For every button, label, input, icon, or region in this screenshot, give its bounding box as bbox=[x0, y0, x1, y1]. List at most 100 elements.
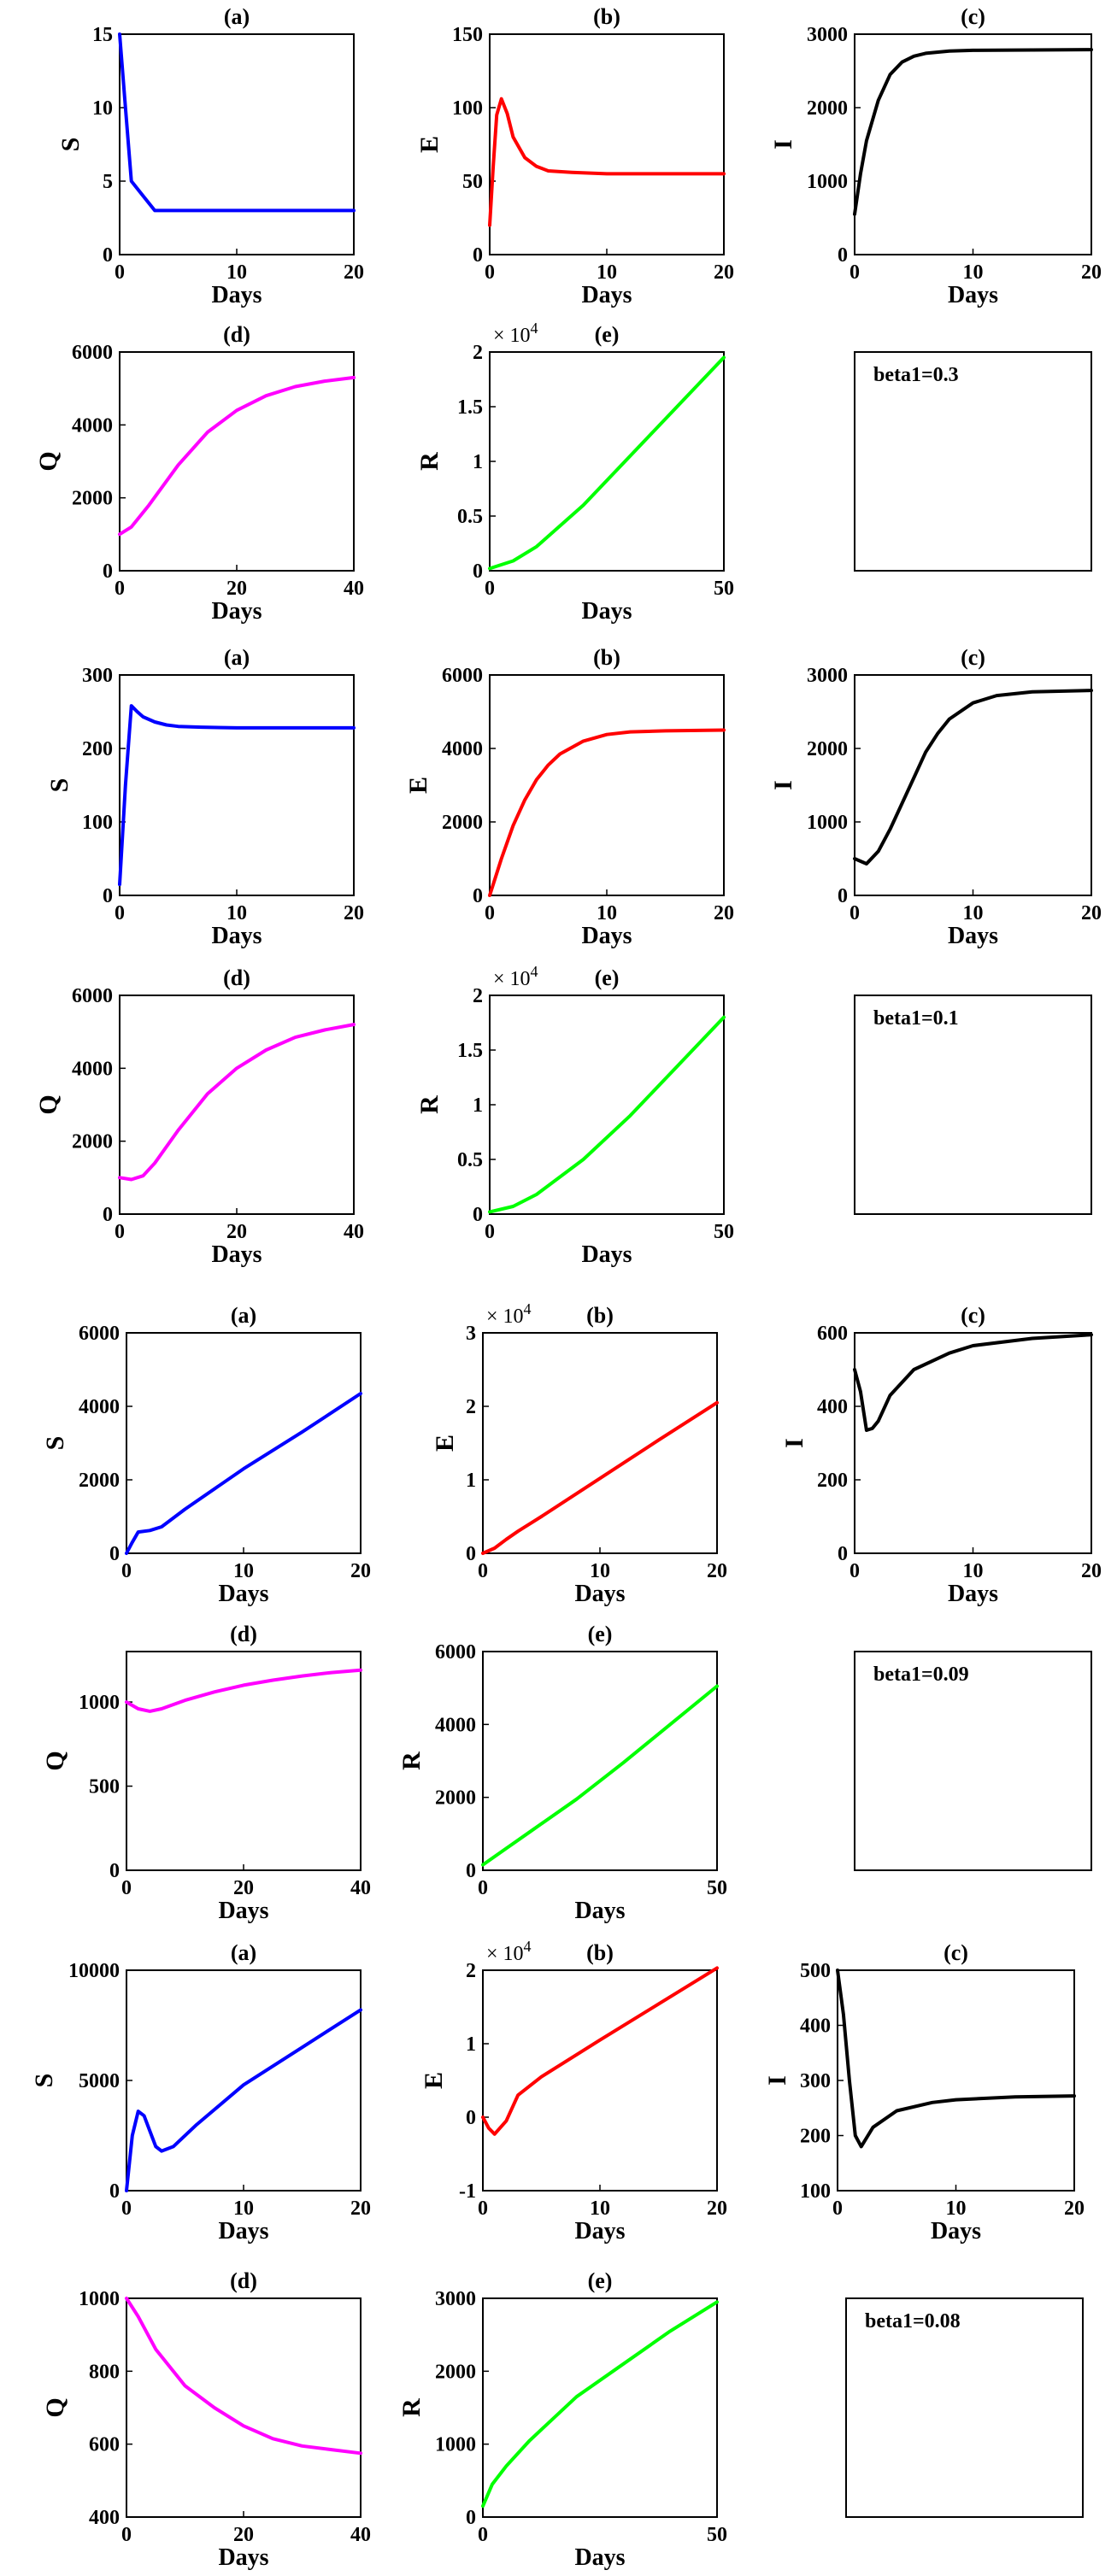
axes-frame bbox=[483, 2298, 717, 2517]
y-tick-label: 0 bbox=[838, 885, 848, 907]
x-tick-label: 0 bbox=[115, 1221, 125, 1243]
panel-a-2: (a) 0 10 20 0 2000 4000 6000 Days S bbox=[41, 1303, 371, 1607]
y-tick-label: 6000 bbox=[79, 1323, 120, 1345]
x-tick-label: 20 bbox=[1064, 2198, 1085, 2220]
x-axis-label: Days bbox=[948, 923, 998, 949]
series-line-Q bbox=[120, 1024, 354, 1179]
x-axis-label: Days bbox=[948, 282, 998, 308]
y-tick-label: 1 bbox=[466, 2033, 476, 2056]
y-tick-label: 6000 bbox=[72, 985, 113, 1007]
x-tick-label: 10 bbox=[233, 1560, 254, 1582]
y-axis-label: I bbox=[769, 139, 797, 150]
x-tick-label: 0 bbox=[478, 2198, 488, 2220]
x-tick-label: 0 bbox=[115, 261, 125, 284]
x-tick-label: 10 bbox=[597, 902, 617, 924]
x-tick-label: 10 bbox=[226, 902, 247, 924]
panel-title: (a) bbox=[224, 4, 250, 29]
x-tick-label: 20 bbox=[714, 261, 734, 284]
series-line-I bbox=[855, 50, 1091, 214]
panel-title: (d) bbox=[223, 322, 250, 347]
series-line-R bbox=[483, 1687, 717, 1865]
x-tick-label: 50 bbox=[714, 578, 734, 600]
panel-title: (c) bbox=[961, 1303, 985, 1328]
x-axis-label: Days bbox=[211, 282, 262, 308]
panel-title: (c) bbox=[961, 645, 985, 670]
x-tick-label: 20 bbox=[350, 2198, 371, 2220]
y-tick-label: 0 bbox=[473, 560, 483, 583]
panel-c-1: (c)0 10 200100020003000DaysI bbox=[769, 645, 1102, 949]
y-axis-label: I bbox=[763, 2075, 791, 2086]
y-tick-label: 400 bbox=[89, 2507, 120, 2529]
axes-frame bbox=[483, 1970, 717, 2191]
panel-title: (c) bbox=[961, 4, 985, 29]
x-axis-label: Days bbox=[931, 2218, 981, 2244]
series-line-Q bbox=[126, 1670, 361, 1711]
panel-title: (d) bbox=[230, 2268, 257, 2293]
x-tick-label: 50 bbox=[707, 1877, 727, 1899]
x-axis-label: Days bbox=[574, 2218, 625, 2244]
y-tick-label: 2 bbox=[466, 1960, 476, 1982]
annotation-label: beta1=0.1 bbox=[873, 1007, 959, 1030]
y-tick-label: 0 bbox=[466, 2507, 476, 2529]
y-tick-label: 600 bbox=[89, 2434, 120, 2456]
panel-title: (b) bbox=[593, 4, 620, 29]
y-tick-label: 300 bbox=[82, 665, 113, 687]
y-tick-label: 10000 bbox=[68, 1960, 120, 1982]
x-tick-label: 0 bbox=[485, 1221, 495, 1243]
y-tick-label: 0 bbox=[473, 244, 483, 267]
y-tick-label: 4000 bbox=[442, 738, 483, 760]
y-tick-label: 200 bbox=[82, 738, 113, 760]
x-tick-label: 0 bbox=[115, 902, 125, 924]
panel-title: (d) bbox=[223, 965, 250, 990]
x-tick-label: 10 bbox=[963, 902, 984, 924]
x-tick-label: 40 bbox=[344, 1221, 364, 1243]
y-axis-label: I bbox=[769, 780, 797, 790]
y-tick-label: 1.5 bbox=[457, 1040, 483, 1062]
series-line-R bbox=[483, 2302, 717, 2506]
y-tick-label: 3000 bbox=[435, 2288, 476, 2310]
panel-title: (b) bbox=[586, 1940, 614, 1965]
axes-frame bbox=[120, 675, 354, 895]
x-tick-label: 0 bbox=[121, 2524, 132, 2546]
y-tick-label: 0.5 bbox=[457, 506, 483, 528]
x-tick-label: 0 bbox=[485, 578, 495, 600]
panel-c-3: (c)0 10 20100200300400500DaysI bbox=[763, 1940, 1085, 2244]
panel-a-3: (a)0 10 200500010000DaysS bbox=[30, 1940, 371, 2244]
x-axis-label: Days bbox=[218, 1898, 268, 1924]
y-tick-label: -1 bbox=[459, 2180, 476, 2203]
y-tick-label: 3000 bbox=[807, 24, 848, 46]
x-tick-label: 20 bbox=[344, 902, 364, 924]
panel-d-3: (d) 0 20 40 400 600 800 1000 Days Q bbox=[41, 2268, 371, 2571]
y-tick-label: 200 bbox=[817, 1470, 848, 1492]
series-line-E bbox=[490, 99, 724, 226]
series-line-I bbox=[855, 690, 1091, 864]
panel-title: (d) bbox=[230, 1622, 257, 1646]
y-axis-label: S bbox=[45, 778, 73, 793]
y-tick-label: 5000 bbox=[79, 2070, 120, 2092]
panel-note-1: beta1=0.1 bbox=[855, 995, 1091, 1214]
axes-frame bbox=[126, 1333, 361, 1553]
panel-b-0: (b)0 10 20050100150DaysE bbox=[415, 4, 734, 308]
y-tick-label: 1000 bbox=[79, 1692, 120, 1714]
panel-e-1: (e)× 1040 5000.511.52DaysR bbox=[415, 963, 734, 1268]
annotation-label: beta1=0.3 bbox=[873, 364, 959, 386]
y-tick-label: 1 bbox=[466, 1470, 476, 1492]
axis-multiplier: × 104 bbox=[493, 963, 538, 990]
y-tick-label: 400 bbox=[817, 1396, 848, 1418]
y-tick-label: 0 bbox=[466, 2107, 476, 2129]
y-tick-label: 2000 bbox=[435, 1787, 476, 1810]
x-tick-label: 10 bbox=[597, 261, 617, 284]
series-line-R bbox=[490, 357, 724, 568]
axes-frame bbox=[120, 995, 354, 1214]
y-tick-label: 0 bbox=[838, 244, 848, 267]
x-tick-label: 0 bbox=[850, 902, 860, 924]
y-tick-label: 2000 bbox=[72, 488, 113, 510]
y-tick-label: 0 bbox=[466, 1543, 476, 1565]
y-tick-label: 500 bbox=[89, 1776, 120, 1799]
x-tick-label: 20 bbox=[714, 902, 734, 924]
y-axis-label: Q bbox=[41, 2397, 69, 2417]
x-tick-label: 0 bbox=[478, 1877, 488, 1899]
y-axis-label: Q bbox=[41, 1751, 69, 1770]
x-tick-label: 10 bbox=[233, 2198, 254, 2220]
x-tick-label: 20 bbox=[1081, 1560, 1102, 1582]
